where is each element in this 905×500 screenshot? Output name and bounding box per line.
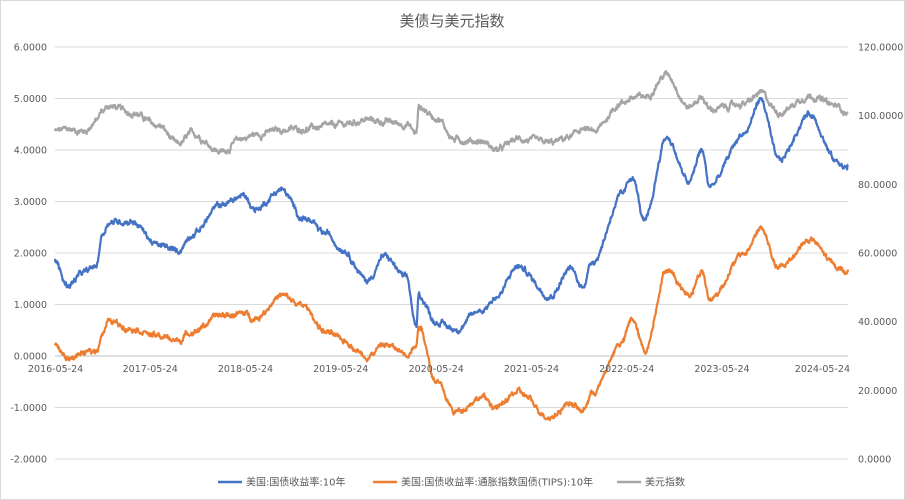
- y-right-tick-label: 0.0000: [858, 455, 891, 466]
- x-tick-label: 2024-05-24: [795, 364, 850, 375]
- y-left-tick-label: 1.0000: [14, 300, 47, 311]
- y-left-tick-label: -1.0000: [10, 403, 47, 414]
- x-axis-ticks: 2016-05-24 2017-05-24 2018-05-24 2019-05-24…: [28, 364, 850, 375]
- y-left-ticks: -2.0000 -1.0000 0.0000 1.0000 2.0000 3.0000 4.…: [10, 43, 47, 466]
- x-tick-label: 2017-05-24: [123, 364, 178, 375]
- chart-title: 美债与美元指数: [399, 12, 504, 30]
- legend-label: 美国:国债收益率:10年: [246, 476, 345, 489]
- y-left-tick-label: 3.0000: [14, 197, 47, 208]
- y-right-tick-label: 40.0000: [858, 317, 897, 328]
- x-tick-label: 2019-05-24: [313, 364, 368, 375]
- series-line-1: [53, 225, 850, 422]
- y-right-tick-label: 60.0000: [858, 249, 897, 260]
- x-tick-label: 2021-05-24: [504, 364, 559, 375]
- y-right-tick-label: 80.0000: [858, 180, 897, 191]
- legend: 美国:国债收益率:10年 美国:国债收益率:通胀指数国债(TIPS):10年 美元指…: [218, 476, 685, 489]
- x-tick-label: 2016-05-24: [28, 364, 83, 375]
- y-left-tick-label: 5.0000: [14, 94, 47, 105]
- gridlines: [55, 46, 848, 460]
- legend-label: 美元指数: [645, 476, 685, 489]
- y-left-tick-label: 4.0000: [14, 146, 47, 157]
- x-tick-label: 2022-05-24: [599, 364, 654, 375]
- series-lines: [53, 70, 850, 422]
- y-left-tick-label: 0.0000: [14, 352, 47, 363]
- x-tick-label: 2023-05-24: [694, 364, 749, 375]
- series-line-0: [53, 96, 849, 335]
- y-left-tick-label: -2.0000: [10, 455, 47, 466]
- y-right-ticks: 0.0000 20.0000 40.0000 60.0000 80.0000 100.00…: [858, 43, 903, 466]
- series-line-2: [53, 70, 849, 155]
- y-right-tick-label: 100.0000: [858, 111, 903, 122]
- y-left-tick-label: 2.0000: [14, 249, 47, 260]
- x-tick-label: 2018-05-24: [218, 364, 273, 375]
- y-right-tick-label: 20.0000: [858, 386, 897, 397]
- y-left-tick-label: 6.0000: [14, 43, 47, 54]
- legend-label: 美国:国债收益率:通胀指数国债(TIPS):10年: [401, 476, 593, 489]
- x-tick-label: 2020-05-24: [409, 364, 464, 375]
- y-right-tick-label: 120.0000: [858, 43, 903, 54]
